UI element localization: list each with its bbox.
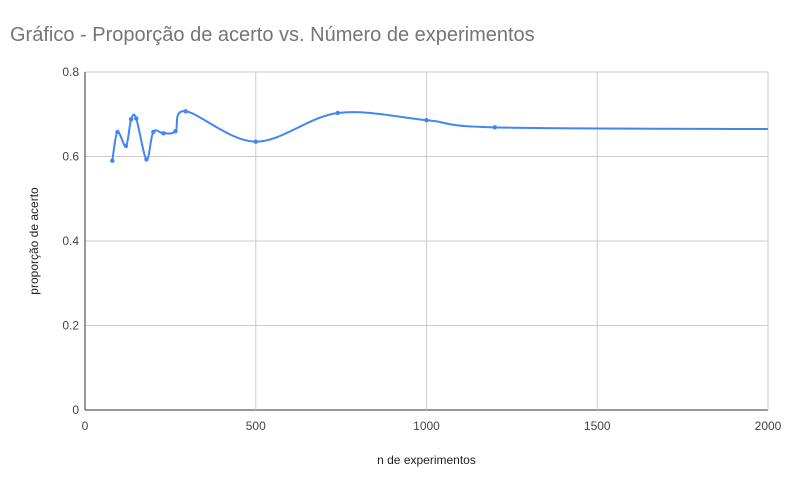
data-point bbox=[253, 139, 258, 144]
data-point bbox=[123, 143, 129, 149]
data-point bbox=[173, 128, 178, 134]
data-point bbox=[128, 117, 134, 122]
x-tick-label: 500 bbox=[246, 419, 266, 433]
data-point bbox=[134, 116, 139, 121]
data-points bbox=[110, 109, 497, 163]
data-point bbox=[151, 129, 156, 135]
y-tick-label: 0 bbox=[72, 403, 79, 417]
data-point bbox=[144, 157, 149, 162]
data-point bbox=[183, 109, 188, 114]
x-tick-label: 1500 bbox=[584, 419, 611, 433]
grid bbox=[84, 71, 769, 411]
x-tick-label: 0 bbox=[82, 419, 89, 433]
data-point bbox=[110, 158, 115, 163]
data-point bbox=[424, 117, 429, 123]
x-tick-label: 1000 bbox=[413, 419, 440, 433]
chart-title: Gráfico - Proporção de acerto vs. Número… bbox=[10, 24, 535, 46]
data-point bbox=[492, 125, 497, 130]
data-point bbox=[115, 129, 120, 135]
y-tick-label: 0.8 bbox=[62, 65, 79, 79]
x-tick-label: 2000 bbox=[755, 419, 782, 433]
y-axis-label: proporção de acerto bbox=[27, 187, 41, 295]
y-tick-label: 0.4 bbox=[62, 234, 79, 248]
x-axis-label: n de experimentos bbox=[377, 453, 476, 467]
y-tick-label: 0.2 bbox=[62, 319, 79, 333]
series-line bbox=[111, 110, 769, 161]
data-point bbox=[335, 110, 340, 116]
data-point bbox=[161, 131, 166, 136]
tick-labels: 0 0.2 0.4 0.6 0.8 0 500 1000 1500 2000 bbox=[62, 65, 781, 433]
y-tick-label: 0.6 bbox=[62, 150, 79, 164]
